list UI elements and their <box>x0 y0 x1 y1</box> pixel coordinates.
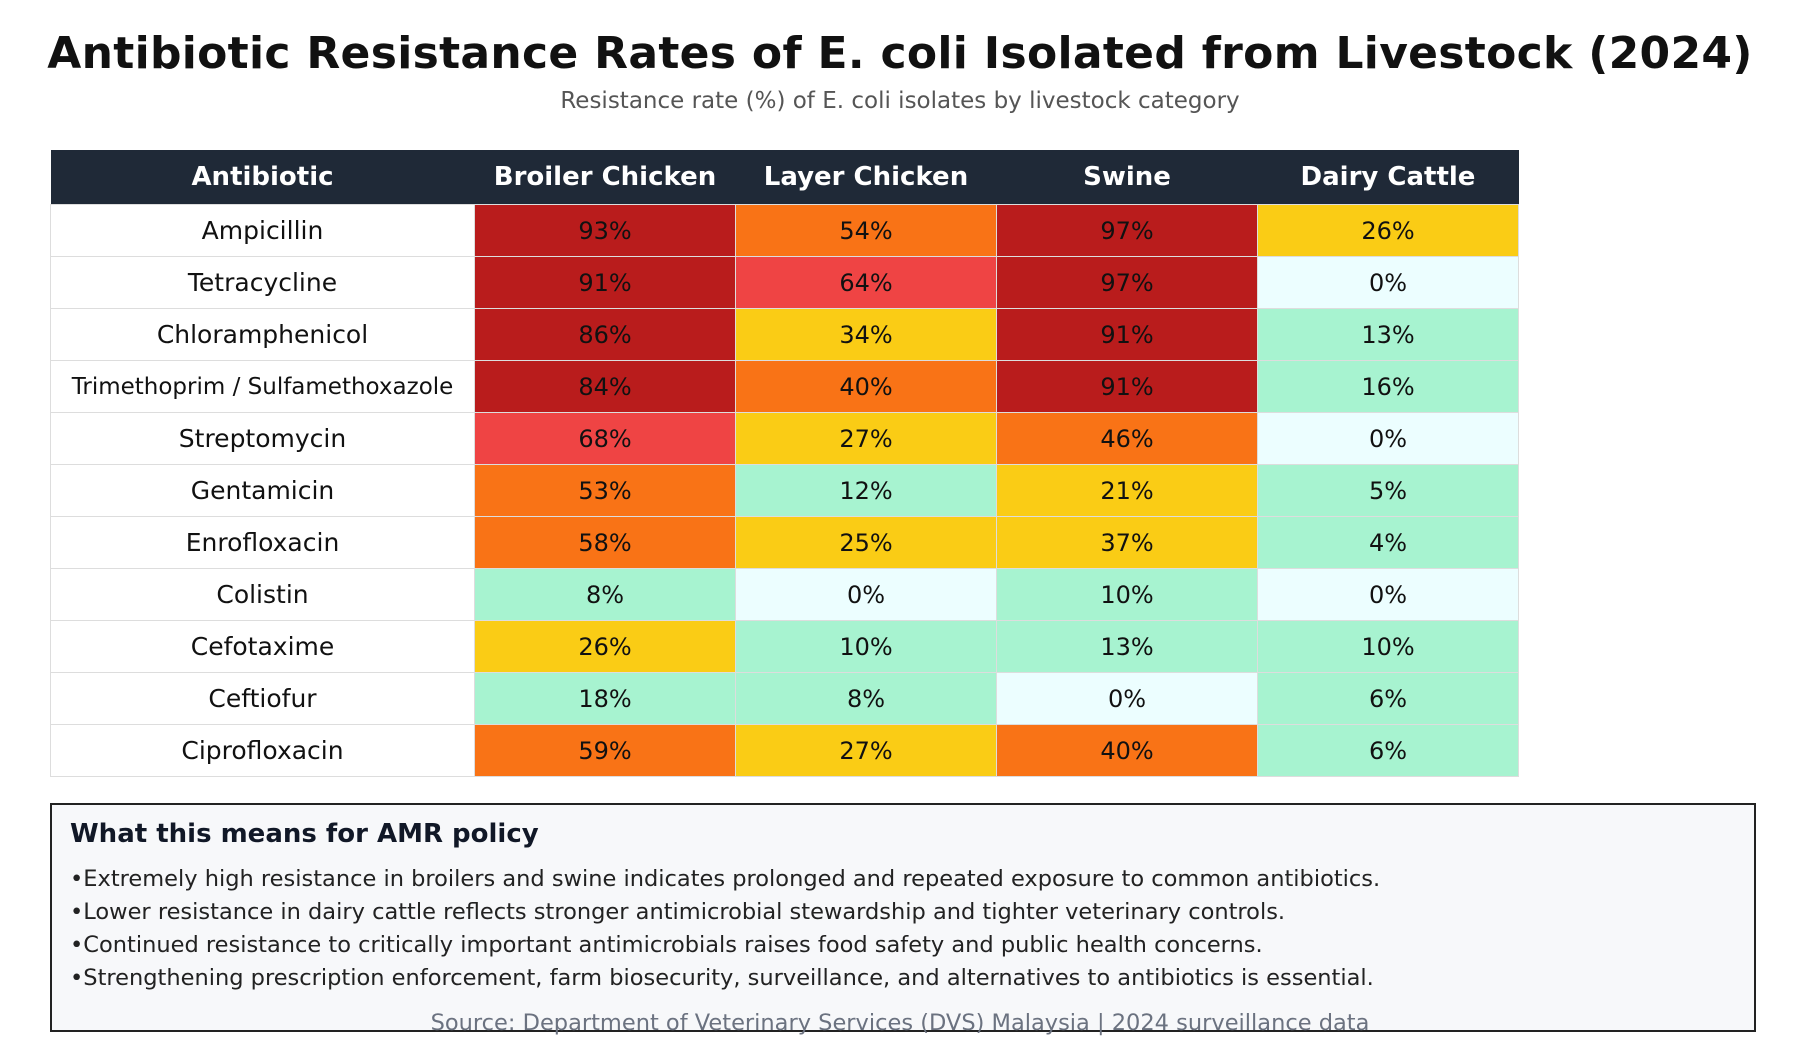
resistance-value-cell: 37% <box>996 516 1258 569</box>
table-row: Streptomycin 68% 27% 46% 0% <box>50 412 1519 465</box>
policy-list: Extremely high resistance in broilers an… <box>70 863 1380 995</box>
table-row: Tetracycline 91% 64% 97% 0% <box>50 256 1519 309</box>
header-dairy-cattle: Dairy Cattle <box>1257 150 1519 205</box>
table-row: Chloramphenicol 86% 34% 91% 13% <box>50 308 1519 361</box>
resistance-value-cell: 26% <box>474 620 736 673</box>
antibiotic-name-cell: Ceftiofur <box>50 672 475 725</box>
header-broiler-chicken: Broiler Chicken <box>474 150 736 205</box>
resistance-value-cell: 0% <box>1257 412 1519 465</box>
table-row: Trimethoprim / Sulfamethoxazole 84% 40% 91%… <box>50 360 1519 413</box>
resistance-value-cell: 8% <box>474 568 736 621</box>
resistance-value-cell: 91% <box>474 256 736 309</box>
resistance-value-cell: 10% <box>1257 620 1519 673</box>
antibiotic-name-cell: Colistin <box>50 568 475 621</box>
antibiotic-name-cell: Streptomycin <box>50 412 475 465</box>
antibiotic-name-cell: Enrofloxacin <box>50 516 475 569</box>
antibiotic-name-cell: Chloramphenicol <box>50 308 475 361</box>
resistance-value-cell: 54% <box>735 204 997 257</box>
antibiotic-name-cell: Tetracycline <box>50 256 475 309</box>
antibiotic-name-cell: Gentamicin <box>50 464 475 517</box>
policy-point: Strengthening prescription enforcement, … <box>70 962 1380 995</box>
resistance-value-cell: 21% <box>996 464 1258 517</box>
resistance-value-cell: 91% <box>996 308 1258 361</box>
resistance-value-cell: 16% <box>1257 360 1519 413</box>
header-antibiotic: Antibiotic <box>50 150 475 205</box>
resistance-value-cell: 18% <box>474 672 736 725</box>
resistance-value-cell: 26% <box>1257 204 1519 257</box>
resistance-value-cell: 8% <box>735 672 997 725</box>
antibiotic-name-cell: Ciprofloxacin <box>50 724 475 777</box>
resistance-value-cell: 10% <box>996 568 1258 621</box>
table-row: Gentamicin 53% 12% 21% 5% <box>50 464 1519 517</box>
resistance-value-cell: 97% <box>996 256 1258 309</box>
resistance-value-cell: 0% <box>735 568 997 621</box>
resistance-value-cell: 0% <box>1257 256 1519 309</box>
resistance-value-cell: 12% <box>735 464 997 517</box>
resistance-value-cell: 13% <box>1257 308 1519 361</box>
policy-box: What this means for AMR policy Extremely… <box>50 803 1756 1032</box>
resistance-value-cell: 93% <box>474 204 736 257</box>
table-row: Ampicillin 93% 54% 97% 26% <box>50 204 1519 257</box>
resistance-value-cell: 40% <box>735 360 997 413</box>
resistance-value-cell: 40% <box>996 724 1258 777</box>
resistance-value-cell: 86% <box>474 308 736 361</box>
antibiotic-name-cell: Ampicillin <box>50 204 475 257</box>
policy-point: Lower resistance in dairy cattle reflect… <box>70 896 1380 929</box>
table-row: Ciprofloxacin 59% 27% 40% 6% <box>50 724 1519 777</box>
policy-point: Extremely high resistance in broilers an… <box>70 863 1380 896</box>
table-row: Ceftiofur 18% 8% 0% 6% <box>50 672 1519 725</box>
resistance-value-cell: 34% <box>735 308 997 361</box>
policy-title: What this means for AMR policy <box>70 819 539 849</box>
resistance-value-cell: 58% <box>474 516 736 569</box>
chart-title: Antibiotic Resistance Rates of E. coli I… <box>47 28 1753 79</box>
table-row: Enrofloxacin 58% 25% 37% 4% <box>50 516 1519 569</box>
resistance-value-cell: 53% <box>474 464 736 517</box>
resistance-value-cell: 6% <box>1257 672 1519 725</box>
header-swine: Swine <box>996 150 1258 205</box>
resistance-value-cell: 0% <box>1257 568 1519 621</box>
resistance-value-cell: 10% <box>735 620 997 673</box>
resistance-value-cell: 97% <box>996 204 1258 257</box>
resistance-value-cell: 27% <box>735 412 997 465</box>
antibiotic-name-cell: Cefotaxime <box>50 620 475 673</box>
table-row: Colistin 8% 0% 10% 0% <box>50 568 1519 621</box>
resistance-value-cell: 25% <box>735 516 997 569</box>
resistance-value-cell: 6% <box>1257 724 1519 777</box>
resistance-value-cell: 84% <box>474 360 736 413</box>
resistance-value-cell: 59% <box>474 724 736 777</box>
resistance-value-cell: 64% <box>735 256 997 309</box>
antibiotic-name-cell: Trimethoprim / Sulfamethoxazole <box>50 360 475 413</box>
resistance-value-cell: 68% <box>474 412 736 465</box>
chart-subtitle: Resistance rate (%) of E. coli isolates … <box>560 88 1240 114</box>
resistance-value-cell: 5% <box>1257 464 1519 517</box>
resistance-value-cell: 27% <box>735 724 997 777</box>
resistance-table: Antibiotic Broiler Chicken Layer Chicken… <box>50 150 1519 777</box>
table-body: Ampicillin 93% 54% 97% 26% Tetracycline 91% 64%… <box>50 204 1519 777</box>
resistance-value-cell: 0% <box>996 672 1258 725</box>
table-header-row: Antibiotic Broiler Chicken Layer Chicken… <box>50 150 1519 205</box>
resistance-value-cell: 13% <box>996 620 1258 673</box>
resistance-value-cell: 46% <box>996 412 1258 465</box>
resistance-value-cell: 4% <box>1257 516 1519 569</box>
header-layer-chicken: Layer Chicken <box>735 150 997 205</box>
resistance-value-cell: 91% <box>996 360 1258 413</box>
table-row: Cefotaxime 26% 10% 13% 10% <box>50 620 1519 673</box>
policy-point: Continued resistance to critically impor… <box>70 929 1380 962</box>
source-note: Source: Department of Veterinary Service… <box>430 1010 1370 1036</box>
